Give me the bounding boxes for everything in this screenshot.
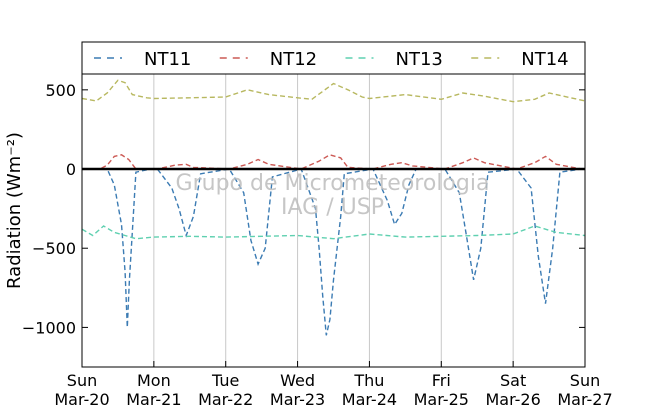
legend-box [81, 41, 586, 75]
x-tick-label-date: Mar-26 [485, 390, 540, 409]
legend-label-nt11: NT11 [144, 49, 191, 70]
axes: 5000−500−1000SunMar-20MonMar-21TueMar-22… [4, 73, 613, 409]
y-tick-label: 500 [45, 81, 76, 100]
x-tick-label-date: Mar-25 [414, 390, 469, 409]
plot-frame [81, 73, 586, 368]
x-tick-label-date: Mar-23 [270, 390, 325, 409]
x-tick-label-date: Mar-21 [126, 390, 181, 409]
x-tick-label-day: Sun [67, 371, 97, 390]
legend-label-nt12: NT12 [270, 49, 317, 70]
plot-area [81, 74, 586, 367]
x-tick-label-day: Sat [500, 371, 526, 390]
y-axis-label: Radiation (Wm⁻²) [4, 132, 25, 289]
x-tick-label-day: Thu [353, 371, 384, 390]
y-tick-label: −500 [32, 239, 76, 258]
series-line-nt14 [81, 79, 586, 103]
x-tick-label-date: Mar-22 [198, 390, 253, 409]
x-tick-label-date: Mar-24 [342, 390, 397, 409]
x-tick-label-date: Mar-20 [54, 390, 109, 409]
x-tick-label-day: Fri [432, 371, 451, 390]
watermark-line-2: IAG / USP [281, 195, 384, 220]
series-line-nt12 [85, 154, 582, 170]
y-tick-label: −1000 [22, 318, 76, 337]
x-tick-label-day: Wed [280, 371, 315, 390]
watermark-line-1: Grupo de Micrometeorologia [176, 171, 490, 196]
x-tick-label-date: Mar-27 [557, 390, 612, 409]
x-tick-label-day: Tue [211, 371, 239, 390]
x-tick-label-day: Mon [137, 371, 171, 390]
legend: NT11 NT12 NT13 NT14 [81, 41, 586, 75]
series-line-nt11 [85, 168, 582, 336]
series-line-nt13 [81, 225, 586, 240]
legend-label-nt13: NT13 [396, 49, 443, 70]
x-tick-label-day: Sun [570, 371, 600, 390]
y-tick-label: 0 [66, 160, 76, 179]
legend-label-nt14: NT14 [521, 49, 568, 70]
